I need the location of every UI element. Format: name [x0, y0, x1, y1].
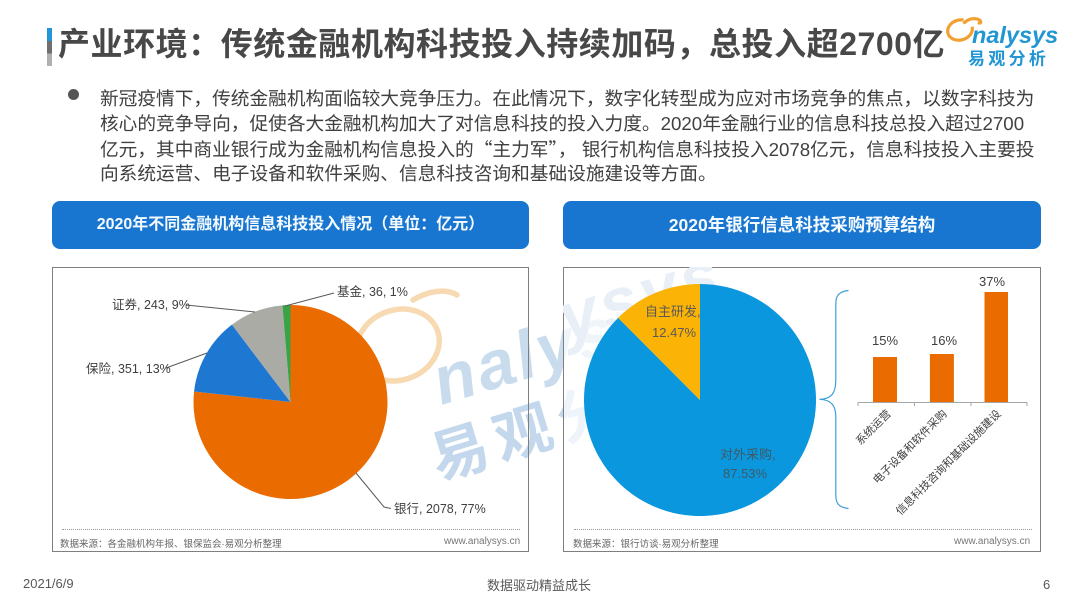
svg-text:nalysys: nalysys [972, 22, 1058, 48]
svg-text:易观分析: 易观分析 [968, 49, 1049, 69]
